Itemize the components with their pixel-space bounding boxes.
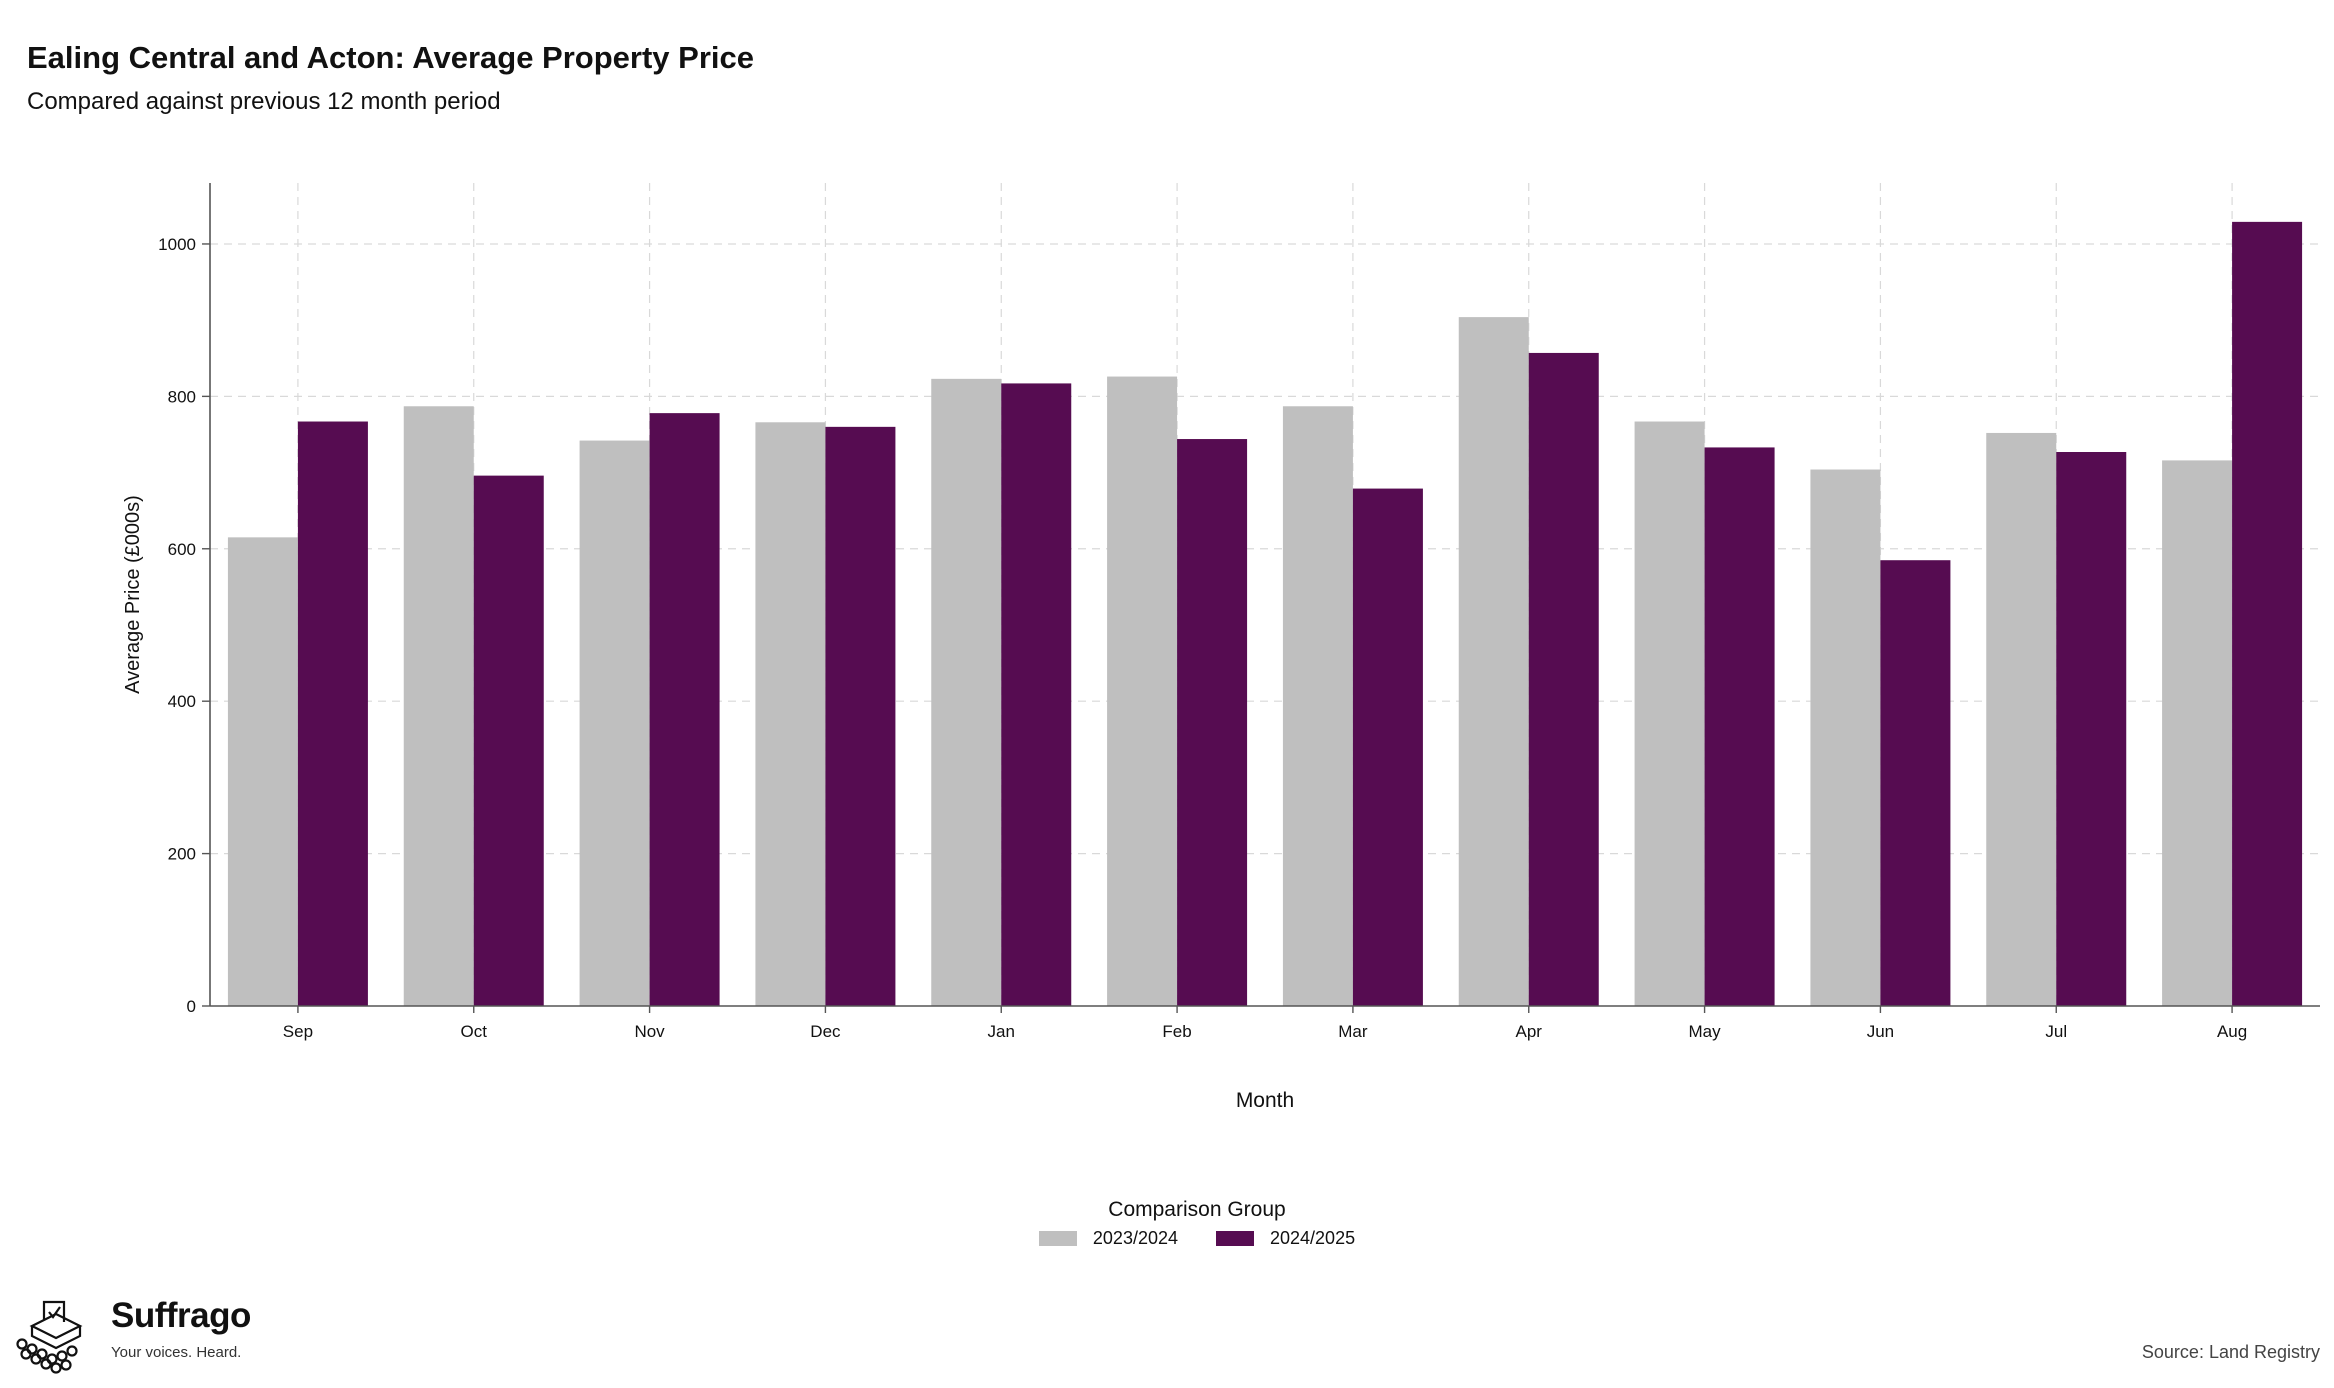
x-tick-label: Feb [1162,1022,1191,1041]
bar-2023-2024-sep [227,537,298,1006]
y-tick-label: 800 [168,387,196,406]
chart-title: Ealing Central and Acton: Average Proper… [27,40,754,75]
y-tick-label: 200 [168,845,196,864]
legend-swatch [1038,1231,1077,1246]
bar-2023-2024-aug [2162,460,2233,1006]
bar-2023-2024-jan [931,378,1002,1006]
bar-2023-2024-nov [579,440,650,1007]
y-tick-label: 600 [168,540,196,559]
bar-2024-2025-apr [1528,352,1599,1006]
x-tick-label: Oct [461,1022,488,1041]
legend-item: 2023/2024 [1038,1228,1178,1249]
x-tick-label: Jul [2045,1022,2067,1041]
bar-2023-2024-feb [1107,376,1178,1007]
y-tick-label: 1000 [158,235,196,254]
x-tick-label: Mar [1338,1022,1368,1041]
bar-2024-2025-may [1704,447,1775,1006]
bar-2024-2025-jul [2056,451,2127,1006]
bar-chart: 0 200 400 600 800 1000 Sep Oct Nov Dec Jan Feb Mar Ap… [122,183,2320,1112]
chart-subtitle: Compared against previous 12 month perio… [27,88,501,115]
bar-2023-2024-oct [403,406,474,1006]
x-axis-title: Month [1236,1089,1294,1112]
bar-2023-2024-jun [1810,469,1881,1006]
brand-name: Suffrago [111,1296,251,1335]
bar-2024-2025-mar [1352,488,1423,1006]
bar-2024-2025-jun [1880,560,1951,1006]
bar-2024-2025-dec [825,426,896,1007]
y-tick-label: 400 [168,692,196,711]
legend: Comparison Group 2023/2024 2024/2025 [0,1198,2334,1249]
bar-2023-2024-may [1634,421,1705,1006]
legend-items: 2023/2024 2024/2025 [30,1228,2334,1249]
bar-2023-2024-mar [1282,406,1353,1006]
brand-logo: Suffrago Your voices. Heard. [14,1296,274,1376]
legend-label: 2024/2025 [1270,1228,1356,1248]
bar-2024-2025-nov [649,413,720,1006]
x-tick-label: Nov [634,1022,665,1041]
x-tick-label: Apr [1516,1022,1543,1041]
bar-2024-2025-oct [473,475,544,1007]
x-tick-label: Sep [283,1022,313,1041]
source-note: Source: Land Registry [2141,1342,2320,1362]
brand-tagline: Your voices. Heard. [111,1344,242,1361]
bar-2024-2025-jan [1001,383,1072,1006]
y-tick-label: 0 [187,997,196,1016]
ballot-box-icon [16,1300,83,1374]
bar-2024-2025-feb [1177,439,1248,1006]
legend-title: Comparison Group [1108,1198,1286,1221]
bar-2023-2024-dec [755,422,826,1006]
bar-2023-2024-jul [1986,432,2057,1007]
bar-2023-2024-apr [1458,317,1529,1006]
legend-item: 2024/2025 [1216,1228,1355,1249]
x-tick-label: Jan [988,1022,1015,1041]
x-tick-label: Aug [2217,1022,2247,1041]
legend-swatch [1216,1231,1254,1246]
x-tick-label: Dec [810,1022,841,1041]
legend-label: 2023/2024 [1092,1228,1178,1248]
x-tick-label: Jun [1867,1022,1894,1041]
bar-2024-2025-aug [2232,221,2303,1006]
y-axis-title: Average Price (£000s) [122,495,144,694]
x-tick-label: May [1689,1022,1722,1041]
bar-2024-2025-sep [297,421,368,1006]
